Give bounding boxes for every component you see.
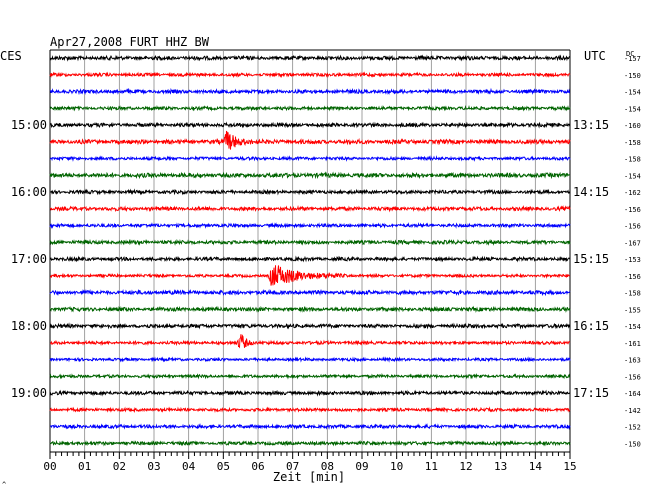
trace-line <box>49 372 571 380</box>
trace-line <box>49 406 571 414</box>
dc-offset-label: -167 <box>624 239 641 247</box>
dc-offset-label: -156 <box>624 273 641 281</box>
dc-offset-label: -142 <box>624 407 641 415</box>
utc-hour-label: 16:15 <box>573 319 609 333</box>
x-tick-label: 05 <box>217 460 230 473</box>
dc-offset-labels: -157 -150 -154 -154 -160 -158 -158 -154 -162 -156… <box>624 55 641 448</box>
trace-line <box>49 222 571 230</box>
trace-line <box>49 171 571 180</box>
dc-offset-label: -155 <box>624 306 641 314</box>
trace-line <box>49 356 571 363</box>
dc-offset-label: -158 <box>624 139 641 147</box>
trace-line <box>49 439 571 447</box>
trace-line <box>49 265 571 286</box>
time-grid <box>49 49 571 452</box>
x-tick-label: 15 <box>563 460 576 473</box>
dc-offset-label: -154 <box>624 323 641 331</box>
trace-line <box>49 104 571 112</box>
trace-line <box>49 389 571 397</box>
trace-line <box>49 255 571 263</box>
trace-line <box>49 54 571 62</box>
dc-offset-label: -162 <box>624 189 641 197</box>
x-tick-label: 00 <box>43 460 56 473</box>
trace-line <box>49 130 571 150</box>
hour-labels: 15:00 16:00 17:00 18:00 19:00 13:15 14:15 15:15… <box>11 118 609 400</box>
utc-hour-label: 15:15 <box>573 252 609 266</box>
seismic-traces <box>49 54 571 447</box>
dc-offset-label: -158 <box>624 156 641 164</box>
x-tick-label: 11 <box>425 460 438 473</box>
dc-offset-label: -153 <box>624 256 641 264</box>
dc-offset-label: -164 <box>624 390 641 398</box>
ces-hour-label: 18:00 <box>11 319 47 333</box>
trace-line <box>49 422 571 431</box>
dc-offset-label: -154 <box>624 89 641 97</box>
trace-line <box>49 288 571 297</box>
dc-offset-label: -158 <box>624 290 641 298</box>
dc-offset-label: -150 <box>624 72 641 80</box>
chart-title: Apr27,2008 FURT HHZ BW <box>50 35 210 49</box>
ces-hour-label: 17:00 <box>11 252 47 266</box>
dc-offset-label: -154 <box>624 172 641 180</box>
right-timezone-label: UTC <box>584 49 606 63</box>
trace-line <box>49 238 571 246</box>
x-tick-label: 10 <box>390 460 403 473</box>
x-tick-label: 13 <box>494 460 507 473</box>
trace-line <box>49 305 571 313</box>
trace-line <box>49 334 571 349</box>
utc-hour-label: 14:15 <box>573 185 609 199</box>
dc-offset-label: -156 <box>624 373 641 381</box>
x-tick-label: 02 <box>113 460 126 473</box>
corner-mark: ^ <box>2 481 6 489</box>
trace-line <box>49 87 571 96</box>
utc-hour-label: 17:15 <box>573 386 609 400</box>
x-tick-label: 04 <box>182 460 196 473</box>
trace-line <box>49 155 571 162</box>
dc-offset-label: -156 <box>624 223 641 231</box>
trace-line <box>49 121 571 129</box>
dc-offset-label: -156 <box>624 206 641 214</box>
ces-hour-label: 19:00 <box>11 386 47 400</box>
left-timezone-label: CES <box>0 49 22 63</box>
dc-offset-label: -161 <box>624 340 641 348</box>
x-tick-label: 12 <box>459 460 472 473</box>
x-tick-label: 08 <box>321 460 334 473</box>
dc-label: DC <box>626 50 634 58</box>
trace-line <box>49 322 571 330</box>
dc-offset-label: -154 <box>624 105 641 113</box>
ces-hour-label: 16:00 <box>11 185 47 199</box>
x-tick-label: 07 <box>286 460 299 473</box>
trace-line <box>49 204 571 213</box>
x-tick-label: 06 <box>251 460 264 473</box>
x-tick-label: 09 <box>355 460 368 473</box>
dc-offset-label: -157 <box>624 55 641 63</box>
trace-line <box>49 71 571 79</box>
ces-hour-label: 15:00 <box>11 118 47 132</box>
x-axis: 00 01 02 03 04 05 06 07 08 09 10 11 12 13 14 15 <box>43 451 577 473</box>
x-tick-label: 01 <box>78 460 91 473</box>
x-axis-label: Zeit [min] <box>273 470 345 484</box>
dc-offset-label: -152 <box>624 424 641 432</box>
dc-offset-label: -160 <box>624 122 641 130</box>
trace-line <box>49 188 571 196</box>
x-tick-label: 03 <box>147 460 160 473</box>
x-tick-label: 14 <box>529 460 543 473</box>
dc-offset-label: -150 <box>624 440 641 448</box>
dc-offset-label: -163 <box>624 357 641 365</box>
utc-hour-label: 13:15 <box>573 118 609 132</box>
